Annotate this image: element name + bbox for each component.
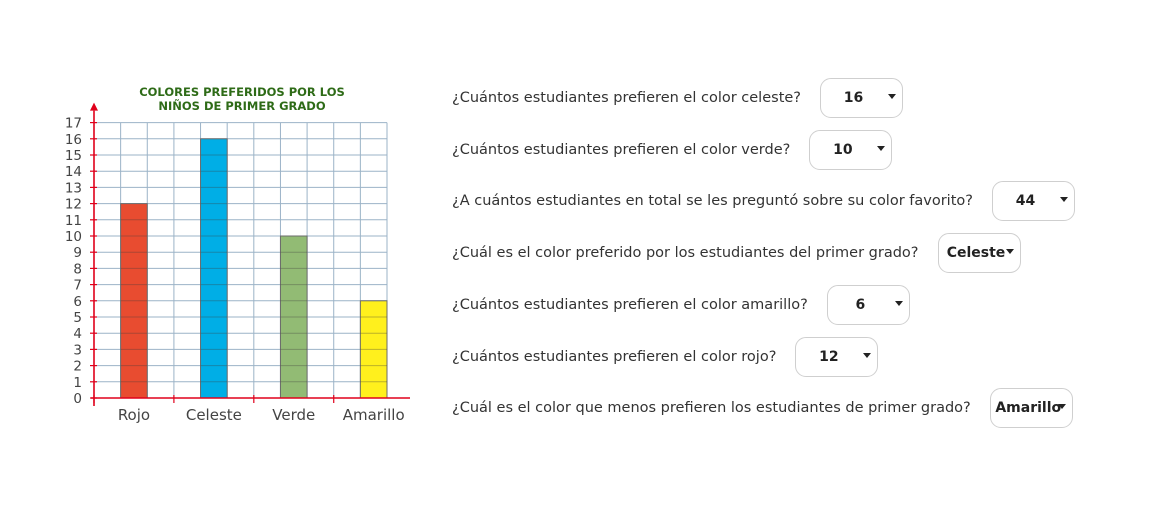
bar-celeste: [200, 138, 228, 399]
y-tick-label: 13: [65, 180, 82, 196]
bar-verde: [279, 235, 308, 399]
answer-value: 16: [843, 90, 864, 106]
y-tick-label: 9: [73, 245, 82, 261]
chart-axes: [90, 102, 410, 406]
x-tick-label: Celeste: [186, 406, 242, 424]
y-tick-label: 0: [73, 391, 82, 407]
answer-value: Amarillo: [995, 400, 1062, 416]
x-tick-label: Rojo: [118, 406, 150, 424]
y-tick-label: 1: [73, 375, 82, 391]
answer-dropdown[interactable]: 44: [991, 181, 1075, 221]
x-tick-label: Amarillo: [343, 406, 405, 424]
y-tick-label: 5: [73, 310, 82, 326]
answer-dropdown[interactable]: 16: [820, 78, 903, 118]
bar-amarillo: [359, 300, 388, 399]
chevron-down-icon: [1059, 197, 1068, 202]
chart-title-line-1: COLORES PREFERIDOS POR LOS: [139, 85, 345, 99]
answer-dropdown[interactable]: 12: [795, 337, 879, 377]
y-tick-label: 3: [73, 342, 82, 358]
y-tick-label: 7: [73, 278, 82, 294]
question-text: ¿Cuántos estudiantes prefieren el color …: [452, 142, 791, 158]
bar-rojo: [120, 203, 148, 399]
chevron-down-icon: [863, 353, 872, 358]
bar-chart: COLORES PREFERIDOS POR LOS NIÑOS DE PRIM…: [65, 85, 410, 424]
chevron-down-icon: [877, 146, 886, 151]
x-tick-label: Verde: [272, 406, 315, 424]
answer-value: 10: [833, 142, 853, 158]
answer-value: 44: [1015, 193, 1036, 209]
chart-bars: [120, 138, 388, 399]
question-text: ¿Cuántos estudiantes prefieren el color …: [452, 297, 808, 313]
y-axis-arrow-icon: [90, 102, 98, 111]
y-tick-label: 10: [65, 229, 82, 245]
chevron-down-icon: [1057, 404, 1066, 409]
question-row-rojo: ¿Cuántos estudiantes prefieren el color …: [452, 337, 879, 377]
answer-value: Celeste: [946, 245, 1006, 261]
question-text: ¿Cuál es el color preferido por los estu…: [452, 245, 919, 261]
question-row-amarillo: ¿Cuántos estudiantes prefieren el color …: [452, 285, 910, 325]
question-text: ¿Cuál es el color que menos prefieren lo…: [452, 400, 971, 416]
question-row-celeste: ¿Cuántos estudiantes prefieren el color …: [452, 78, 903, 118]
answer-value: 6: [855, 297, 866, 313]
chevron-down-icon: [1005, 249, 1014, 254]
question-row-preferido: ¿Cuál es el color preferido por los estu…: [452, 233, 1021, 273]
y-tick-label: 14: [65, 164, 82, 180]
y-tick-label: 17: [65, 116, 82, 132]
answer-dropdown[interactable]: Celeste: [937, 233, 1021, 273]
y-tick-label: 12: [65, 197, 82, 213]
y-tick-label: 16: [65, 132, 82, 148]
answer-value: 12: [819, 349, 839, 365]
answer-dropdown[interactable]: 6: [826, 285, 910, 325]
y-tick-label: 6: [73, 294, 82, 310]
question-text: ¿A cuántos estudiantes en total se les p…: [452, 193, 973, 209]
question-row-menos: ¿Cuál es el color que menos prefieren lo…: [452, 388, 1073, 428]
answer-dropdown[interactable]: 10: [809, 130, 893, 170]
chevron-down-icon: [894, 301, 903, 306]
x-tick-labels: Rojo Celeste Verde Amarillo: [118, 406, 405, 424]
question-row-verde: ¿Cuántos estudiantes prefieren el color …: [452, 130, 893, 170]
question-text: ¿Cuántos estudiantes prefieren el color …: [452, 349, 777, 365]
chevron-down-icon: [888, 94, 896, 99]
question-row-total: ¿A cuántos estudiantes en total se les p…: [452, 181, 1075, 221]
answer-dropdown[interactable]: Amarillo: [989, 388, 1073, 428]
y-tick-label: 11: [65, 213, 82, 229]
y-tick-label: 8: [73, 261, 82, 277]
chart-title-line-2: NIÑOS DE PRIMER GRADO: [158, 98, 325, 113]
y-tick-label: 4: [73, 326, 82, 342]
y-tick-label: 2: [73, 359, 82, 375]
question-text: ¿Cuántos estudiantes prefieren el color …: [452, 90, 801, 106]
y-tick-label: 15: [65, 148, 82, 164]
